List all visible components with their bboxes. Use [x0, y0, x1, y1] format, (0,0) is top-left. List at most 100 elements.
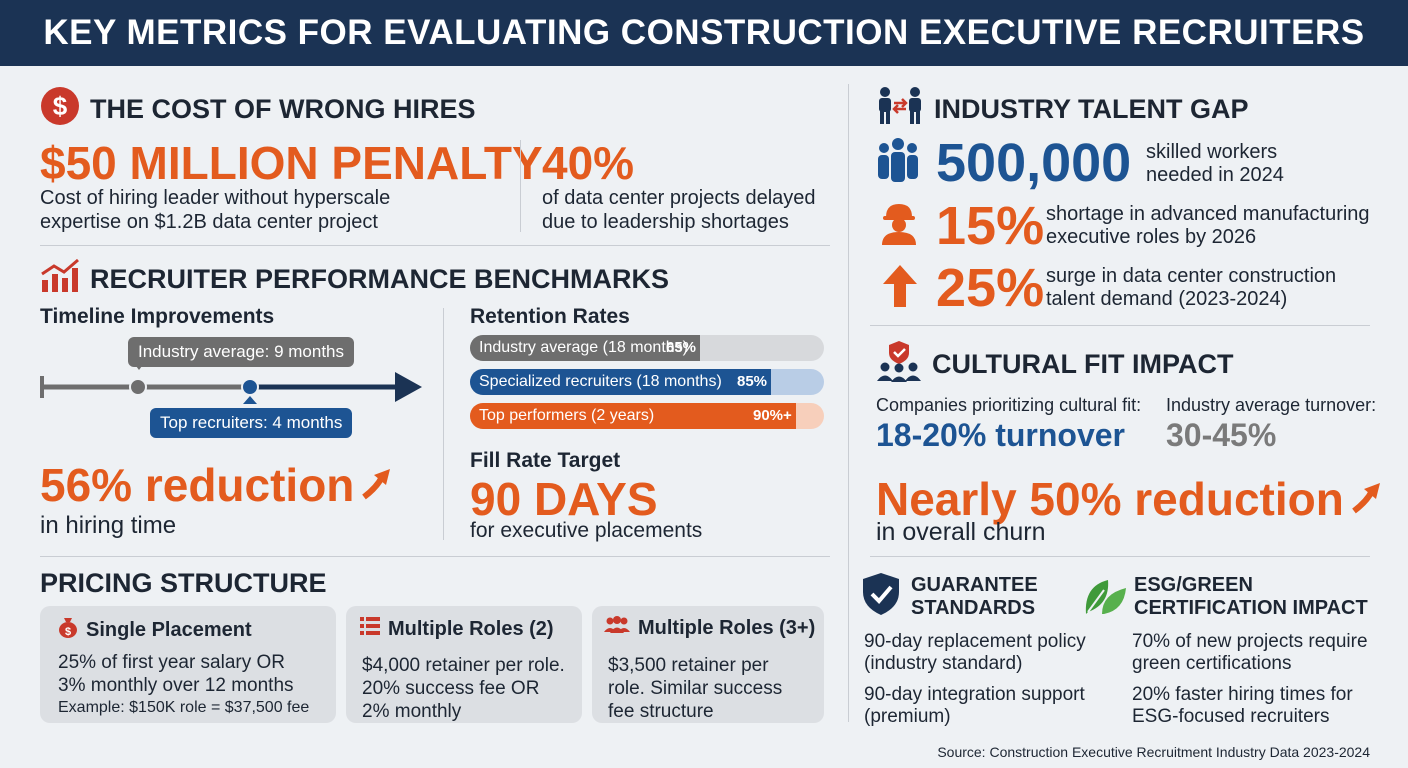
penalty-value: $50 MILLION PENALTY — [40, 137, 543, 189]
pricing-card-single: $ Single Placement 25% of first year sal… — [40, 606, 336, 723]
esg-item: 70% of new projects require — [1132, 631, 1368, 652]
talent-section-title: INDUSTRY TALENT GAP — [876, 86, 1249, 133]
timeline-arrow — [40, 362, 422, 404]
penalty-desc-2: expertise on $1.2B data center project — [40, 211, 378, 233]
talent-value: 15% — [936, 196, 1045, 256]
guarantee-item: 90-day replacement policy — [864, 631, 1086, 652]
delay-desc-1: of data center projects delayed — [542, 187, 816, 209]
pricing-card-line: 3% monthly over 12 months — [58, 675, 294, 696]
source-note: Source: Construction Executive Recruitme… — [937, 744, 1370, 760]
pricing-card-line: fee structure — [608, 701, 714, 722]
culture-left-label: Companies prioritizing cultural fit: — [876, 395, 1142, 415]
culture-title-text: CULTURAL FIT IMPACT — [932, 349, 1234, 379]
talent-value: 25% — [936, 258, 1045, 318]
leaf-icon — [1080, 576, 1128, 621]
workers-icon — [876, 137, 920, 188]
talent-desc: executive roles by 2026 — [1046, 226, 1257, 248]
hiring-reduction-value: 56% reduction — [40, 459, 355, 511]
retention-bar-fill — [470, 335, 700, 361]
churn-reduction: Nearly 50% reduction — [876, 472, 1384, 526]
retention-bar-fill — [470, 369, 771, 395]
retention-bar-label: Industry average (18 months) — [479, 339, 688, 356]
fill-rate-desc: for executive placements — [470, 519, 703, 542]
team-shield-icon — [876, 340, 922, 389]
people-exchange-icon — [876, 86, 924, 133]
up-arrow-icon — [360, 458, 394, 512]
retention-bar-value: 85% — [737, 373, 768, 390]
section-divider — [40, 245, 830, 246]
pricing-card-line: 25% of first year salary OR — [58, 652, 286, 673]
retention-bar: Specialized recruiters (18 months) 85% — [470, 369, 824, 395]
fill-rate-title: Fill Rate Target — [470, 449, 621, 472]
guarantee-item: (premium) — [864, 706, 951, 727]
up-arrow-icon — [1350, 472, 1384, 526]
pricing-card-title: $ Single Placement — [58, 616, 252, 644]
cost-title-text: THE COST OF WRONG HIRES — [90, 94, 476, 124]
culture-section-title: CULTURAL FIT IMPACT — [876, 340, 1233, 389]
benchmarks-title-text: RECRUITER PERFORMANCE BENCHMARKS — [90, 264, 670, 294]
delay-desc-2: due to leadership shortages — [542, 211, 789, 233]
pricing-card-example: Example: $150K role = $37,500 fee — [58, 699, 310, 716]
retention-title: Retention Rates — [470, 305, 630, 328]
talent-title-text: INDUSTRY TALENT GAP — [934, 94, 1249, 124]
dollar-icon: $ — [40, 86, 80, 133]
pricing-card-line: 20% success fee OR — [362, 678, 540, 699]
benchmarks-section-title: RECRUITER PERFORMANCE BENCHMARKS — [40, 258, 669, 301]
retention-bar: Top performers (2 years) 90%+ — [470, 403, 824, 429]
guarantee-item: 90-day integration support — [864, 684, 1085, 705]
pricing-card-title-text: Multiple Roles (3+) — [638, 616, 816, 639]
fill-rate-value: 90 DAYS — [470, 473, 658, 525]
culture-right-label: Industry average turnover: — [1166, 395, 1377, 415]
esg-title-2: CERTIFICATION IMPACT — [1134, 597, 1368, 619]
column-divider — [848, 84, 849, 722]
section-divider — [40, 556, 830, 557]
talent-desc: skilled workers — [1146, 141, 1278, 163]
growth-chart-icon — [40, 258, 80, 301]
pricing-title: PRICING STRUCTURE — [40, 568, 327, 598]
money-bag-icon: $ — [58, 616, 78, 644]
section-divider — [870, 325, 1370, 326]
guarantee-title-1: GUARANTEE — [911, 574, 1038, 596]
arrow-up-icon — [882, 264, 918, 313]
retention-bar: Industry average (18 months) 65% — [470, 335, 824, 361]
pricing-card-title: Multiple Roles (3+) — [604, 616, 815, 640]
benchmarks-divider — [443, 308, 444, 540]
svg-text:$: $ — [53, 91, 68, 121]
pricing-card-line: $3,500 retainer per — [608, 655, 769, 676]
pricing-card-line: 2% monthly — [362, 701, 462, 722]
retention-bars: Industry average (18 months) 65% Specializ… — [470, 335, 824, 437]
guarantee-item: (industry standard) — [864, 653, 1023, 674]
list-icon — [360, 616, 380, 642]
industry-average-pill: Industry average: 9 months — [128, 337, 355, 367]
group-icon — [604, 616, 630, 640]
shield-check-icon — [862, 572, 900, 621]
guarantee-title-2: STANDARDS — [911, 597, 1036, 619]
pricing-card-title: Multiple Roles (2) — [360, 616, 554, 642]
hard-hat-worker-icon — [878, 201, 920, 250]
pricing-card-title-text: Multiple Roles (2) — [388, 617, 554, 640]
section-divider — [870, 556, 1370, 557]
esg-item: ESG-focused recruiters — [1132, 706, 1330, 727]
retention-bar-label: Specialized recruiters (18 months) — [479, 373, 722, 390]
cost-section-title: $ THE COST OF WRONG HIRES — [40, 86, 476, 133]
pricing-card-two-roles: Multiple Roles (2) $4,000 retainer per r… — [346, 606, 582, 723]
esg-item: green certifications — [1132, 653, 1292, 674]
delay-value: 40% — [542, 137, 635, 189]
talent-desc: shortage in advanced manufacturing — [1046, 203, 1370, 225]
svg-text:$: $ — [65, 626, 71, 638]
talent-value: 500,000 — [936, 133, 1132, 193]
culture-left-value: 18-20% turnover — [876, 417, 1125, 453]
churn-reduction-desc: in overall churn — [876, 518, 1046, 546]
retention-bar-value: 65% — [666, 339, 697, 356]
pricing-card-title-text: Single Placement — [86, 618, 252, 641]
esg-title-1: ESG/GREEN — [1134, 574, 1253, 596]
page-title: KEY METRICS FOR EVALUATING CONSTRUCTION … — [0, 0, 1408, 66]
timeline-title: Timeline Improvements — [40, 305, 275, 328]
retention-bar-fill — [470, 403, 796, 429]
top-recruiters-pill: Top recruiters: 4 months — [150, 408, 353, 438]
esg-item: 20% faster hiring times for — [1132, 684, 1353, 705]
talent-desc: talent demand (2023-2024) — [1046, 288, 1288, 310]
culture-right-value: 30-45% — [1166, 417, 1277, 453]
talent-desc: surge in data center construction — [1046, 265, 1337, 287]
churn-reduction-value: Nearly 50% reduction — [876, 473, 1344, 525]
